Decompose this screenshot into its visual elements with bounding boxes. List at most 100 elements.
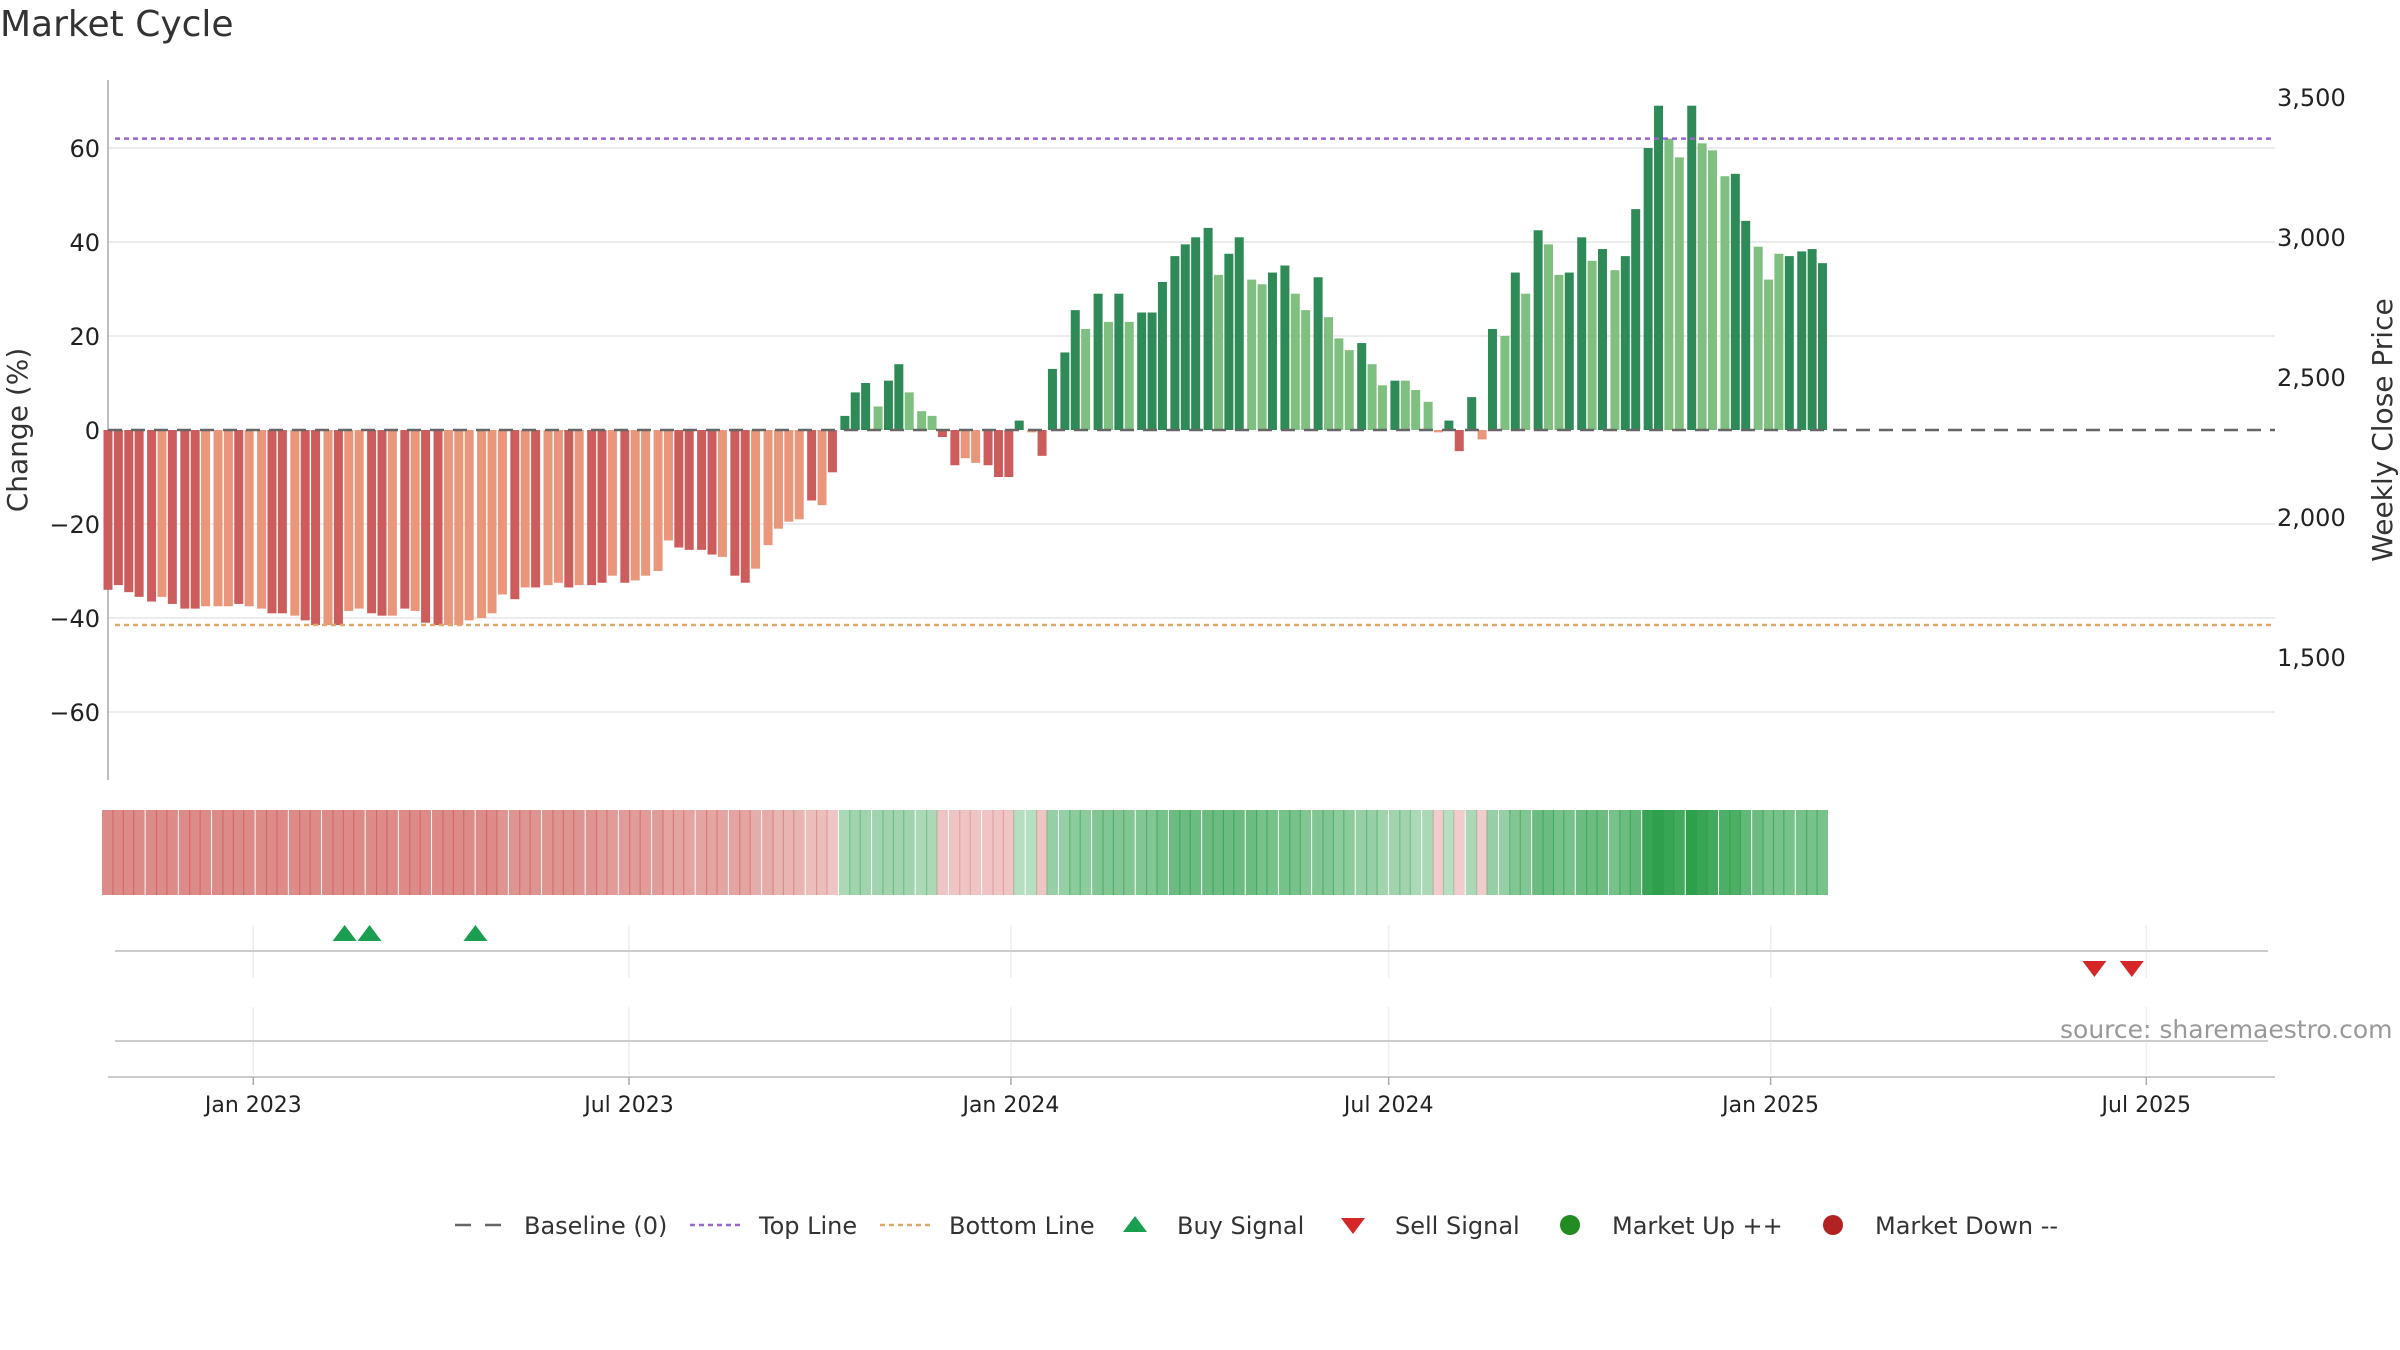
bar xyxy=(607,430,617,576)
cycle-strip-cell xyxy=(398,810,411,895)
buy-signal-marker xyxy=(357,925,382,941)
cycle-strip-cell xyxy=(1046,810,1058,895)
bar xyxy=(1510,272,1520,430)
cycle-strip-cell xyxy=(793,810,805,895)
bar xyxy=(1654,105,1664,430)
cycle-strip-cell xyxy=(1069,810,1081,895)
bar xyxy=(894,364,904,430)
bar xyxy=(1357,343,1367,430)
cycle-strip-cell xyxy=(1442,810,1455,895)
bar xyxy=(927,415,937,430)
bar xyxy=(1434,430,1444,433)
cycle-strip-cell xyxy=(1245,810,1258,895)
bar xyxy=(510,430,520,600)
cycle-strip-cell xyxy=(1366,810,1378,895)
cycle-strip-cell xyxy=(1718,810,1731,895)
cycle-strip-cell xyxy=(816,810,828,895)
cycle-strip-cell xyxy=(1662,810,1675,895)
bar xyxy=(1620,256,1630,430)
bar xyxy=(630,430,640,581)
legend-label: Bottom Line xyxy=(949,1212,1095,1240)
bar xyxy=(937,430,947,438)
bar xyxy=(201,430,211,607)
cycle-strip-cell xyxy=(1509,810,1521,895)
bar xyxy=(1454,430,1464,452)
bar xyxy=(134,430,144,597)
cycle-strip-cell xyxy=(1278,810,1291,895)
bar xyxy=(850,392,860,430)
cycle-strip-cell xyxy=(562,810,575,895)
cycle-strip-cell xyxy=(1476,810,1488,895)
cycle-strip-cell xyxy=(1388,810,1401,895)
cycle-strip-cell xyxy=(695,810,708,895)
bar xyxy=(290,430,300,616)
cycle-strip-cell xyxy=(926,810,938,895)
cycle-strip-cell xyxy=(1376,810,1388,895)
bar xyxy=(817,430,827,506)
bar xyxy=(1301,310,1311,430)
bar xyxy=(487,430,497,614)
cycle-strip-cell xyxy=(915,810,928,895)
cycle-strip-cell xyxy=(496,810,508,895)
bar xyxy=(1313,277,1323,430)
cycle-strip-cell xyxy=(1563,810,1575,895)
legend-label: Top Line xyxy=(758,1212,857,1240)
cycle-strip-cell xyxy=(255,810,268,895)
cycle-strip-cell xyxy=(749,810,762,895)
cycle-strip-cell xyxy=(1222,810,1235,895)
bar xyxy=(223,430,233,607)
y2-tick-label: 2,500 xyxy=(2277,364,2346,392)
bar xyxy=(354,430,364,609)
bar xyxy=(1818,263,1828,430)
bar xyxy=(1467,397,1477,430)
y-tick-label: 60 xyxy=(69,135,100,163)
y2-tick-label: 3,000 xyxy=(2277,224,2346,252)
cycle-strip-cell xyxy=(199,810,212,895)
cycle-strip-cell xyxy=(706,810,718,895)
buy-signal-marker xyxy=(463,925,488,941)
cycle-strip-cell xyxy=(1552,810,1565,895)
bar xyxy=(1554,274,1564,430)
bar xyxy=(1500,336,1510,430)
cycle-strip-cell xyxy=(606,810,618,895)
bar xyxy=(1707,150,1717,430)
cycle-strip-cell xyxy=(728,810,741,895)
bar xyxy=(113,430,123,586)
bar xyxy=(1610,270,1620,430)
cycle-strip-cell xyxy=(1762,810,1775,895)
cycle-strip-cell xyxy=(288,810,301,895)
x-tick-label: Jan 2023 xyxy=(203,1093,302,1118)
cycle-strip-cell xyxy=(859,810,872,895)
cycle-strip-cell xyxy=(222,810,234,895)
legend-item-sell: Sell Signal xyxy=(1341,1212,1520,1240)
bar xyxy=(1124,321,1134,430)
bar xyxy=(993,430,1003,477)
cycle-strip-cell xyxy=(1355,810,1368,895)
y-tick-label: 20 xyxy=(69,323,100,351)
cycle-strip-cell xyxy=(1079,810,1092,895)
y2-tick-label: 1,500 xyxy=(2277,644,2346,672)
bar xyxy=(587,430,597,586)
cycle-strip-cell xyxy=(1409,810,1422,895)
cycle-strip-cell xyxy=(442,810,454,895)
bar xyxy=(311,430,321,626)
source-watermark: source: sharemaestro.com xyxy=(2060,1015,2393,1044)
bar xyxy=(553,430,563,583)
cycle-strip-cell xyxy=(903,810,915,895)
bar xyxy=(1137,312,1147,430)
cycle-strip-cell xyxy=(155,810,168,895)
bar xyxy=(433,430,443,626)
cycle-strip-cell xyxy=(882,810,894,895)
cycle-strip-cell xyxy=(838,810,851,895)
bar xyxy=(641,430,651,576)
cycle-strip-cell xyxy=(1343,810,1355,895)
legend-swatch-down xyxy=(1823,1215,1843,1235)
bar xyxy=(597,430,607,583)
y-tick-label: −60 xyxy=(49,699,100,727)
bar xyxy=(443,430,453,626)
cycle-strip-cell xyxy=(1608,810,1621,895)
bar xyxy=(1047,368,1057,430)
x-tick-label: Jul 2023 xyxy=(582,1093,674,1118)
cycle-strip-cell xyxy=(585,810,598,895)
bar xyxy=(1070,310,1080,430)
